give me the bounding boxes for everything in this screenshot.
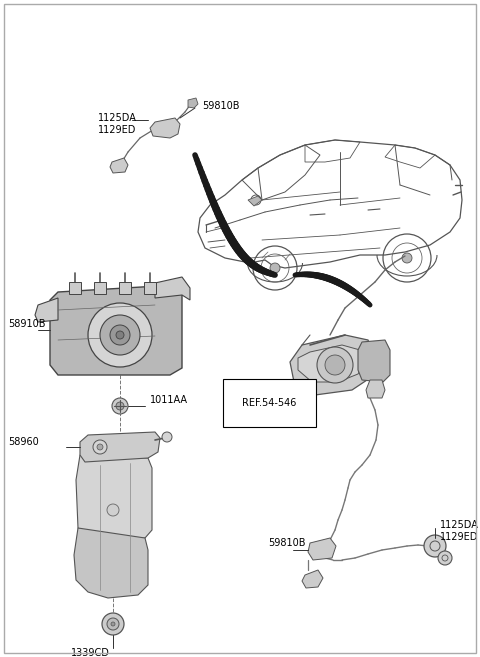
Polygon shape <box>308 538 336 560</box>
Circle shape <box>107 618 119 630</box>
Circle shape <box>97 444 103 450</box>
Circle shape <box>100 315 140 355</box>
Polygon shape <box>74 528 148 598</box>
Circle shape <box>111 622 115 626</box>
Circle shape <box>116 331 124 339</box>
Polygon shape <box>366 380 385 398</box>
Text: 58960: 58960 <box>8 437 39 447</box>
Polygon shape <box>302 570 323 588</box>
Bar <box>119 282 131 294</box>
Circle shape <box>270 263 280 273</box>
Circle shape <box>116 402 124 410</box>
Polygon shape <box>80 432 160 462</box>
Polygon shape <box>50 285 182 375</box>
Circle shape <box>107 504 119 516</box>
Circle shape <box>88 303 152 367</box>
Circle shape <box>325 355 345 375</box>
Text: 1011AA: 1011AA <box>150 395 188 405</box>
Bar <box>94 282 106 294</box>
Circle shape <box>438 551 452 565</box>
Polygon shape <box>76 455 152 542</box>
Bar <box>144 282 156 294</box>
Polygon shape <box>290 335 375 395</box>
Circle shape <box>402 253 412 263</box>
Circle shape <box>93 440 107 454</box>
Polygon shape <box>35 298 58 322</box>
Circle shape <box>110 325 130 345</box>
Text: 1125DA
1129ED: 1125DA 1129ED <box>440 520 479 541</box>
Text: REF.54-546: REF.54-546 <box>242 398 296 408</box>
Polygon shape <box>150 118 180 138</box>
Text: 58910B: 58910B <box>8 319 46 329</box>
Text: 1339CD: 1339CD <box>71 648 109 657</box>
Circle shape <box>102 613 124 635</box>
Text: 59810B: 59810B <box>202 101 240 111</box>
Circle shape <box>112 398 128 414</box>
Polygon shape <box>110 158 128 173</box>
Circle shape <box>424 535 446 557</box>
Text: 1125DA
1129ED: 1125DA 1129ED <box>98 113 137 135</box>
Bar <box>69 282 81 294</box>
Text: 59810B: 59810B <box>268 538 305 548</box>
Polygon shape <box>358 340 390 382</box>
Circle shape <box>162 432 172 442</box>
Polygon shape <box>248 196 262 206</box>
Circle shape <box>317 347 353 383</box>
Polygon shape <box>155 277 190 300</box>
Polygon shape <box>298 345 365 382</box>
Polygon shape <box>188 98 198 108</box>
